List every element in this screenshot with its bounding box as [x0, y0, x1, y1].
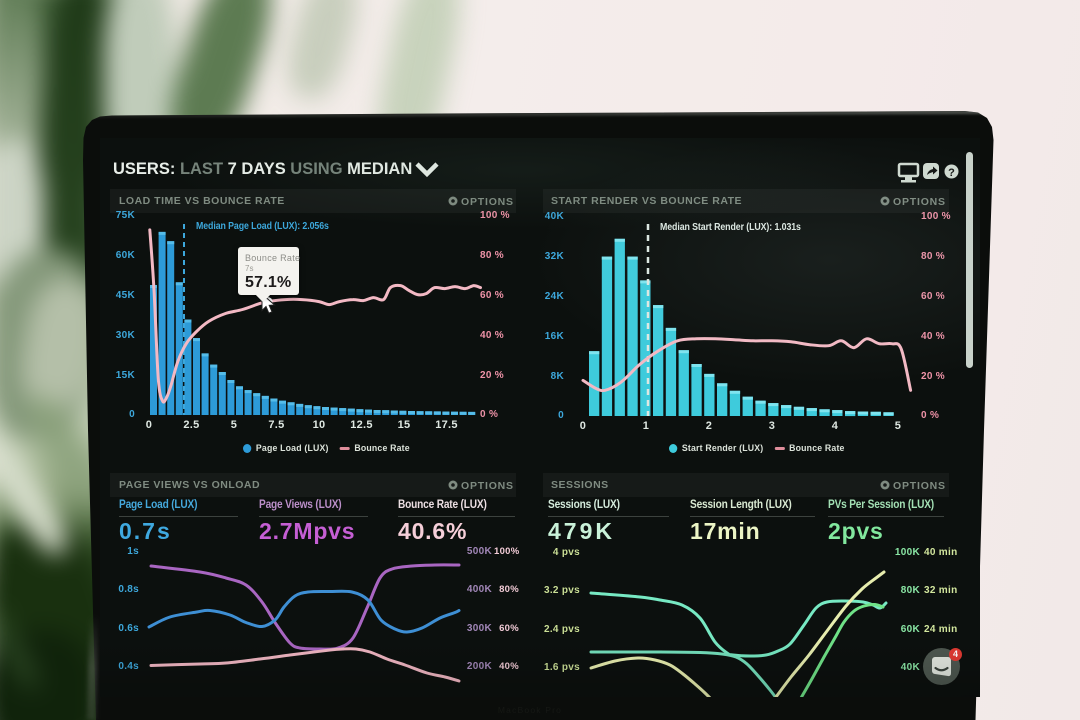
svg-text:?: ? [948, 167, 955, 179]
